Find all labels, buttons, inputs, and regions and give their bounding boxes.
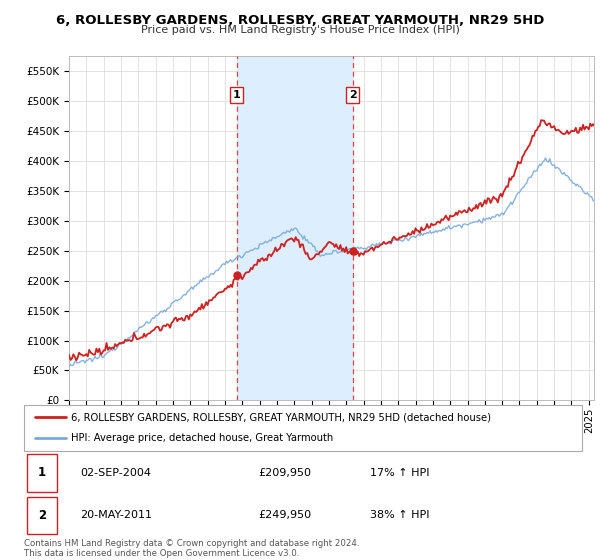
Text: 6, ROLLESBY GARDENS, ROLLESBY, GREAT YARMOUTH, NR29 5HD: 6, ROLLESBY GARDENS, ROLLESBY, GREAT YAR… [56,14,544,27]
Text: Price paid vs. HM Land Registry's House Price Index (HPI): Price paid vs. HM Land Registry's House … [140,25,460,35]
FancyBboxPatch shape [27,454,58,492]
FancyBboxPatch shape [24,405,582,451]
FancyBboxPatch shape [27,497,58,534]
Text: Contains HM Land Registry data © Crown copyright and database right 2024.
This d: Contains HM Land Registry data © Crown c… [24,539,359,558]
Text: 1: 1 [38,466,46,479]
Text: HPI: Average price, detached house, Great Yarmouth: HPI: Average price, detached house, Grea… [71,433,334,444]
Text: 2: 2 [349,90,356,100]
Text: 02-SEP-2004: 02-SEP-2004 [80,468,151,478]
Text: £249,950: £249,950 [259,511,311,520]
Text: 20-MAY-2011: 20-MAY-2011 [80,511,152,520]
Text: 2: 2 [38,509,46,522]
Text: 6, ROLLESBY GARDENS, ROLLESBY, GREAT YARMOUTH, NR29 5HD (detached house): 6, ROLLESBY GARDENS, ROLLESBY, GREAT YAR… [71,412,491,422]
Text: 38% ↑ HPI: 38% ↑ HPI [370,511,430,520]
Text: 1: 1 [233,90,241,100]
Text: £209,950: £209,950 [259,468,311,478]
Text: 17% ↑ HPI: 17% ↑ HPI [370,468,430,478]
Bar [236,56,353,400]
